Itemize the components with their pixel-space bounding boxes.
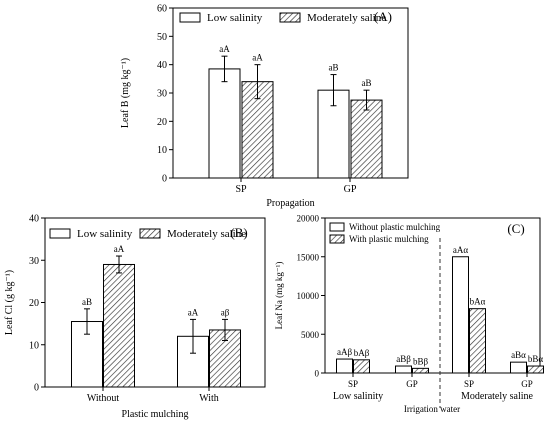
bar (510, 361, 527, 374)
x-tick-label: SP (464, 379, 474, 389)
y-tick-label: 40 (29, 214, 39, 225)
x-axis-label: Plastic mulching (122, 409, 189, 420)
y-tick-label: 10000 (297, 291, 320, 301)
y-tick-label: 60 (157, 4, 167, 15)
bar (350, 99, 383, 179)
x-tick-label: SP (235, 184, 247, 195)
legend-swatch (49, 228, 71, 239)
x-tick-label: Without (87, 393, 120, 404)
bar (395, 365, 412, 374)
x-tick-label: SP (348, 379, 358, 389)
legend-label: Low salinity (207, 12, 263, 24)
legend-label: Low salinity (77, 228, 133, 240)
x-tick-label: GP (521, 379, 533, 389)
y-tick-label: 0 (315, 369, 320, 379)
y-tick-label: 30 (157, 89, 167, 100)
y-tick-label: 10 (157, 145, 167, 156)
data-label: bBβ (413, 356, 429, 366)
bar (452, 256, 469, 374)
data-label: bAα (470, 297, 486, 307)
bar (353, 359, 370, 374)
legend-swatch (329, 222, 345, 232)
panel-label: (C) (507, 221, 524, 236)
x-tick-label: GP (406, 379, 418, 389)
data-label: bBα (528, 354, 544, 364)
bar (412, 367, 429, 374)
legend-label: Without plastic mulching (349, 222, 441, 232)
y-tick-label: 50 (157, 32, 167, 43)
data-label: aA (219, 44, 230, 54)
y-tick-label: 5000 (301, 330, 320, 340)
data-label: aβ (221, 307, 230, 317)
y-tick-label: 20 (29, 298, 39, 309)
legend-label: Moderately saline (167, 228, 246, 240)
y-axis-label: Leaf B (mg kg⁻¹) (120, 58, 131, 128)
data-label: aBβ (396, 354, 411, 364)
legend-swatch (329, 234, 345, 244)
chart-b: 0 10 20 30 40 Leaf Cl (g kg⁻¹) Plastic mulchin… (4, 214, 266, 420)
y-tick-label: 0 (34, 383, 39, 394)
y-tick-label: 15000 (297, 252, 320, 262)
group-label: Low salinity (333, 391, 383, 402)
x-tick-label: GP (344, 184, 357, 195)
chart-c: 0 5000 10000 15000 20000 Leaf Na (mg kg⁻¹) Irr… (274, 214, 544, 414)
legend-label: Moderately saline (307, 12, 386, 24)
chart-a: 0 10 20 30 40 50 60 Leaf B (mg kg⁻¹) Propagation… (120, 4, 409, 209)
data-label: aBα (511, 350, 526, 360)
bar (103, 263, 135, 388)
y-tick-label: 30 (29, 256, 39, 267)
data-label: aB (329, 63, 339, 73)
data-label: aAα (453, 245, 468, 255)
data-label: aAβ (337, 347, 352, 357)
bar (469, 308, 486, 374)
panel-label: (B) (230, 225, 247, 240)
y-axis-label: Leaf Na (mg kg⁻¹) (274, 262, 284, 330)
legend-swatch (279, 12, 301, 23)
bar (336, 358, 353, 374)
legend-label: With plastic mulching (349, 234, 429, 244)
x-axis-label: Propagation (266, 198, 314, 209)
data-label: bAβ (354, 348, 370, 358)
legend-swatch (179, 12, 201, 23)
legend-swatch (139, 228, 161, 239)
data-label: aB (362, 78, 372, 88)
data-label: aA (252, 53, 263, 63)
group-label: Moderately saline (461, 391, 533, 402)
data-label: aA (188, 307, 199, 317)
bar (527, 365, 544, 374)
y-tick-label: 0 (162, 174, 167, 185)
y-tick-label: 40 (157, 60, 167, 71)
panel-label: (A) (374, 9, 392, 24)
x-tick-label: With (199, 393, 219, 404)
y-tick-label: 10 (29, 340, 39, 351)
data-label: aB (82, 297, 92, 307)
x-axis-label: Irrigation water (404, 404, 460, 414)
data-label: aA (114, 244, 125, 254)
bar (208, 68, 241, 179)
y-tick-label: 20 (157, 117, 167, 128)
y-tick-label: 20000 (297, 214, 320, 224)
y-axis-label: Leaf Cl (g kg⁻¹) (4, 270, 15, 335)
